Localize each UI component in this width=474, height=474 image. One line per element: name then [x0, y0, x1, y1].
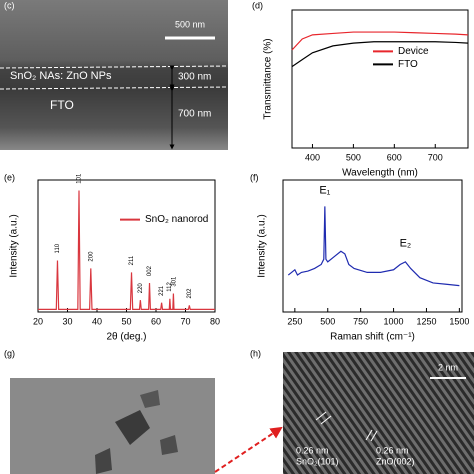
- plot-frame: [282, 179, 463, 313]
- substrate-label: FTO: [50, 98, 74, 112]
- panel-label: (c): [4, 0, 15, 10]
- particle: [160, 435, 178, 455]
- x-tick-label: 50: [121, 316, 131, 326]
- x-tick-label: 80: [210, 316, 220, 326]
- spacing-label: 0.26 nm: [296, 445, 329, 455]
- panel-label: (g): [4, 348, 15, 358]
- plot-frame: [291, 9, 469, 149]
- legend-label: FTO: [398, 59, 418, 70]
- peak-label: 221: [159, 285, 165, 296]
- data-line: [38, 190, 215, 310]
- x-tick-label: 500: [346, 152, 361, 162]
- x-tick-label: 750: [353, 316, 368, 326]
- panel-h: (h) 2 nm 0.26 nm SnO₂(101) 0.26 nm ZnO(0…: [250, 348, 474, 474]
- x-axis-label: Wavelength (nm): [342, 168, 418, 179]
- peak-label: 002: [147, 265, 153, 276]
- particle: [115, 410, 150, 445]
- peak-label: 202: [187, 288, 193, 299]
- y-axis-label: Transmittance (%): [263, 38, 274, 119]
- panel-label: (d): [252, 0, 263, 10]
- layer-label: SnO₂ NAs: ZnO NPs: [10, 70, 112, 82]
- x-tick-label: 700: [428, 152, 443, 162]
- x-axis-label: 2θ (deg.): [106, 332, 146, 343]
- data-line: [291, 41, 469, 68]
- panel-label: (e): [4, 172, 15, 182]
- peak-label: E₂: [400, 237, 412, 249]
- panel-label: (f): [250, 172, 259, 182]
- particle: [140, 390, 160, 408]
- layer-boundary: [0, 65, 229, 69]
- y-axis-label: Intensity (a.u.): [257, 214, 268, 277]
- spacing-mark: [365, 429, 373, 441]
- panel-c: 500 nm (c) SnO₂ NAs: ZnO NPs 300 nm FTO …: [0, 0, 229, 150]
- y-axis-label: Intensity (a.u.): [9, 214, 20, 277]
- spacing-mark: [315, 411, 327, 421]
- scale-label: 500 nm: [175, 19, 205, 29]
- peak-label: 110: [55, 243, 61, 253]
- peak-label: 211: [129, 255, 135, 265]
- x-tick-label: 30: [62, 316, 72, 326]
- peak-label: 220: [138, 283, 144, 294]
- x-tick-label: 400: [305, 152, 320, 162]
- sem-image: [10, 378, 215, 474]
- data-line: [291, 31, 469, 51]
- plane-label: SnO₂(101): [296, 456, 339, 466]
- panel-g: (g): [4, 348, 283, 474]
- data-line: [287, 206, 460, 287]
- peak-label: E₁: [319, 184, 330, 196]
- peak-label: 301: [172, 276, 178, 287]
- x-tick-label: 20: [33, 316, 43, 326]
- x-tick-label: 1000: [384, 316, 404, 326]
- hrtem-image: [283, 352, 474, 474]
- thickness-label: 700 nm: [178, 109, 211, 120]
- thickness-label: 300 nm: [178, 72, 211, 83]
- x-tick-label: 1500: [449, 316, 469, 326]
- x-tick-label: 40: [92, 316, 102, 326]
- spacing-mark: [370, 430, 378, 442]
- panel-label: (h): [250, 348, 261, 358]
- peak-label: 112: [167, 281, 173, 291]
- x-tick-label: 70: [180, 316, 190, 326]
- layer-boundary: [0, 86, 229, 90]
- legend-label: Device: [398, 46, 429, 57]
- x-axis-label: Raman shift (cm⁻¹): [330, 332, 415, 343]
- x-tick-label: 1250: [416, 316, 436, 326]
- peak-label: 200: [88, 251, 94, 262]
- x-tick-label: 250: [287, 316, 302, 326]
- particle: [95, 448, 112, 474]
- x-tick-label: 500: [320, 316, 335, 326]
- spacing-label: 0.26 nm: [376, 445, 409, 455]
- x-tick-label: 600: [387, 152, 402, 162]
- legend-label: SnO₂ nanorod: [145, 214, 208, 225]
- scale-label: 2 nm: [438, 362, 458, 372]
- zoom-arrow: [214, 426, 283, 473]
- spacing-mark: [320, 415, 332, 425]
- peak-label: 101: [77, 173, 83, 184]
- plane-label: ZnO(002): [376, 456, 415, 466]
- x-tick-label: 60: [151, 316, 161, 326]
